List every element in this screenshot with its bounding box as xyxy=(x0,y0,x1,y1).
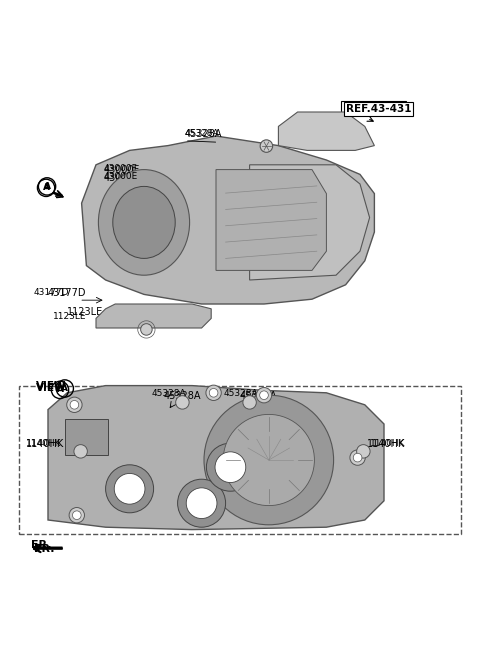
Text: 45328A: 45328A xyxy=(163,391,201,401)
Text: A: A xyxy=(44,182,50,191)
Text: 43177D: 43177D xyxy=(48,288,86,298)
Text: REF.43-431: REF.43-431 xyxy=(346,104,411,114)
Text: 43000F: 43000F xyxy=(103,165,140,175)
Text: 45328A: 45328A xyxy=(185,129,222,139)
Polygon shape xyxy=(48,386,384,529)
Circle shape xyxy=(74,445,87,458)
Circle shape xyxy=(260,391,268,400)
Circle shape xyxy=(106,465,154,513)
Polygon shape xyxy=(250,165,370,280)
Circle shape xyxy=(70,400,79,409)
Text: 43000F: 43000F xyxy=(103,165,137,173)
Circle shape xyxy=(69,508,84,523)
Circle shape xyxy=(223,415,314,506)
Ellipse shape xyxy=(113,186,175,258)
Text: VIEW: VIEW xyxy=(36,381,67,392)
Text: 43177D: 43177D xyxy=(34,288,69,297)
Text: 1140HK: 1140HK xyxy=(370,439,405,448)
Text: FR.: FR. xyxy=(31,540,52,550)
Circle shape xyxy=(243,396,256,409)
Text: A: A xyxy=(57,386,63,394)
Polygon shape xyxy=(82,136,374,304)
Circle shape xyxy=(260,140,273,152)
Text: FR.: FR. xyxy=(34,544,54,554)
Text: 1123LE: 1123LE xyxy=(67,308,104,318)
Text: 1140HK: 1140HK xyxy=(367,439,406,449)
Circle shape xyxy=(178,479,226,527)
Text: REF.43-431: REF.43-431 xyxy=(343,103,404,113)
Circle shape xyxy=(209,388,218,397)
Circle shape xyxy=(67,397,82,413)
Text: 45328A: 45328A xyxy=(240,391,277,401)
Text: 45328A: 45328A xyxy=(151,388,186,398)
Text: A: A xyxy=(61,384,68,393)
Circle shape xyxy=(350,450,365,465)
Circle shape xyxy=(204,395,334,525)
Text: VIEW: VIEW xyxy=(36,383,67,393)
Circle shape xyxy=(176,396,189,409)
FancyBboxPatch shape xyxy=(19,386,461,535)
Circle shape xyxy=(72,511,81,520)
Polygon shape xyxy=(216,170,326,270)
Circle shape xyxy=(256,388,272,403)
Text: 1140HK: 1140HK xyxy=(26,439,65,449)
Text: 43000E: 43000E xyxy=(103,173,140,182)
Circle shape xyxy=(206,385,221,400)
Circle shape xyxy=(114,474,145,504)
Text: 1123LE: 1123LE xyxy=(53,312,86,321)
Polygon shape xyxy=(278,112,374,150)
Circle shape xyxy=(215,452,246,483)
Circle shape xyxy=(206,443,254,491)
FancyBboxPatch shape xyxy=(65,419,108,455)
Text: 45328A: 45328A xyxy=(223,388,258,398)
Circle shape xyxy=(141,323,152,335)
Text: 1140HK: 1140HK xyxy=(26,439,62,448)
Text: 43000E: 43000E xyxy=(103,172,137,181)
Text: A: A xyxy=(43,183,49,192)
Ellipse shape xyxy=(98,170,190,276)
Circle shape xyxy=(186,488,217,518)
Text: 45328A: 45328A xyxy=(185,129,219,138)
Circle shape xyxy=(357,445,370,458)
Polygon shape xyxy=(96,304,211,328)
Circle shape xyxy=(353,453,362,462)
